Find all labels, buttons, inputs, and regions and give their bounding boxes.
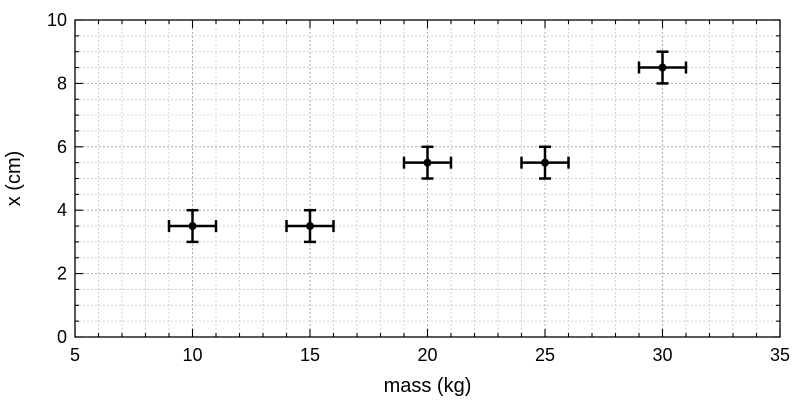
x-tick-label: 25: [535, 345, 555, 365]
x-tick-label: 20: [417, 345, 437, 365]
x-tick-label: 35: [770, 345, 790, 365]
y-axis-label: x (cm): [3, 151, 25, 207]
x-tick-label: 30: [652, 345, 672, 365]
data-point-marker: [423, 158, 432, 167]
data-point: [402, 145, 453, 180]
plot-frame: [74, 19, 781, 338]
x-axis-label: mass (kg): [384, 375, 472, 397]
data-points: [167, 50, 688, 244]
data-point: [285, 208, 335, 244]
x-tick-label: 5: [70, 345, 80, 365]
x-tick-label: 15: [300, 345, 320, 365]
y-tick-label: 10: [47, 10, 67, 30]
data-point: [637, 50, 688, 85]
y-tick-label: 0: [57, 327, 67, 347]
data-point: [167, 208, 218, 244]
data-point-marker: [541, 158, 549, 167]
data-point-marker: [658, 63, 667, 72]
x-tick-labels: 5 10 15 20 25 30 35: [70, 345, 790, 365]
data-point: [520, 145, 570, 180]
data-point-marker: [188, 222, 197, 231]
y-tick-label: 8: [57, 73, 67, 93]
y-tick-labels: 0 2 4 6 8 10: [47, 10, 67, 347]
y-tick-label: 6: [57, 137, 67, 157]
y-tick-label: 4: [57, 200, 67, 220]
data-point-marker: [306, 222, 314, 231]
x-tick-label: 10: [182, 345, 202, 365]
y-tick-label: 2: [57, 264, 67, 284]
